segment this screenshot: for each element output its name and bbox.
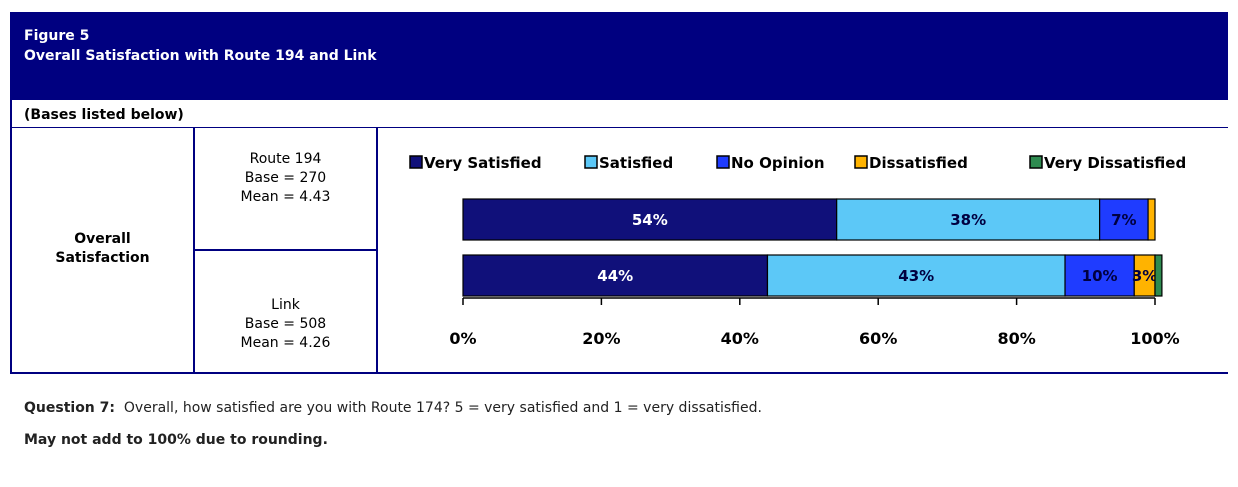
bar-segment: [1064, 254, 1135, 297]
legend-swatch: [409, 155, 423, 169]
legend-label: Satisfied: [599, 154, 673, 172]
bar-segment: [1147, 198, 1156, 241]
question: Question 7: Overall, how satisfied are y…: [24, 400, 762, 416]
data-label: 43%: [898, 267, 934, 285]
legend-label: Very Dissatisfied: [1044, 154, 1186, 172]
row-line: [195, 249, 376, 251]
footnote: May not add to 100% due to rounding.: [24, 432, 328, 448]
x-tick-label: 40%: [721, 329, 759, 348]
data-label: 3%: [1132, 267, 1157, 285]
x-tick-label: 60%: [859, 329, 897, 348]
header: Figure 5 Overall Satisfaction with Route…: [12, 12, 1228, 100]
data-label: 38%: [950, 211, 986, 229]
row-label: Overall Satisfaction: [55, 231, 150, 266]
group-cell: Route 194 Base = 270 Mean = 4.43: [195, 150, 376, 207]
data-label: 7%: [1111, 211, 1136, 229]
data-label: 10%: [1082, 267, 1118, 285]
group-mean: Mean = 4.43: [240, 189, 331, 205]
legend-swatch: [1029, 155, 1043, 169]
question-label: Question 7:: [24, 400, 115, 416]
bar-segment: [462, 198, 838, 241]
bar-segment: [1099, 198, 1149, 241]
rule: [12, 372, 1228, 374]
legend-label: Dissatisfied: [869, 154, 968, 172]
bar-segment: [836, 198, 1101, 241]
col-line: [376, 127, 378, 373]
group-base: Base = 270: [244, 170, 327, 186]
group-cell: Link Base = 508 Mean = 4.26: [195, 296, 376, 353]
col-line: [193, 127, 195, 373]
bar-segment: [1154, 254, 1163, 297]
legend-label: Very Satisfied: [424, 154, 542, 172]
data-label: 44%: [597, 267, 633, 285]
x-tick-label: 0%: [449, 329, 476, 348]
x-tick-label: 100%: [1130, 329, 1179, 348]
legend-swatch: [716, 155, 730, 169]
legend-swatch: [854, 155, 868, 169]
question-text: Overall, how satisfied are you with Rout…: [123, 400, 762, 416]
group-mean: Mean = 4.26: [240, 335, 331, 351]
group-name: Link: [271, 297, 300, 313]
x-tick-label: 80%: [997, 329, 1035, 348]
group-base: Base = 508: [244, 316, 327, 332]
x-tick-label: 20%: [582, 329, 620, 348]
bar-segment: [766, 254, 1066, 297]
figure-subtitle: Overall Satisfaction with Route 194 and …: [24, 48, 377, 64]
rule: [12, 127, 1228, 128]
legend-swatch: [584, 155, 598, 169]
bases-note: (Bases listed below): [24, 107, 184, 123]
legend-label: No Opinion: [731, 154, 825, 172]
figure-title: Figure 5: [24, 28, 90, 44]
left-border: [10, 12, 12, 374]
data-label: 54%: [632, 211, 668, 229]
group-name: Route 194: [249, 151, 322, 167]
